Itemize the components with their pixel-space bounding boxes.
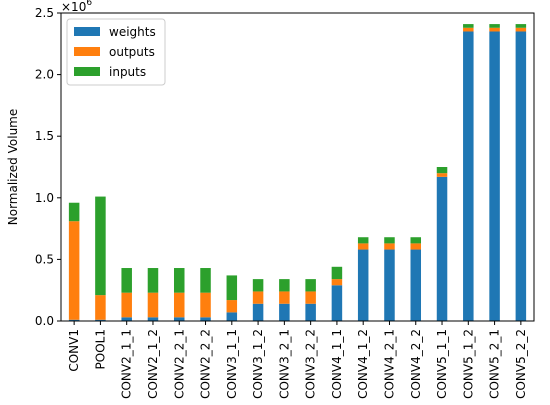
bar-inputs-CONV5_1_2 (463, 24, 474, 28)
legend-swatch-weights (74, 27, 100, 36)
x-tick-label: CONV1 (67, 329, 81, 372)
bar-weights-CONV5_2_1 (489, 31, 500, 321)
y-tick-label: 2.5 (35, 6, 54, 20)
x-tick-label: CONV3_2_2 (304, 329, 318, 399)
bar-outputs-CONV4_1_2 (357, 243, 369, 250)
bar-inputs-CONV2_1_2 (147, 268, 159, 293)
bar-outputs-CONV3_1_2 (252, 291, 264, 304)
x-tick-label: CONV4_1_1 (330, 329, 344, 399)
legend: weights outputs inputs (66, 18, 166, 86)
bar-weights-CONV5_2_2 (515, 31, 527, 321)
bar-inputs-CONV2_2_1 (173, 268, 185, 293)
bar-inputs-CONV4_1_1 (331, 266, 343, 280)
legend-label-weights: weights (109, 25, 156, 39)
bar-inputs-CONV2_2_2 (200, 268, 211, 293)
y-axis-label: Normalized Volume (6, 109, 20, 226)
legend-label-inputs: inputs (109, 65, 146, 79)
bars-layer (68, 24, 527, 321)
x-tick-label: CONV5_2_1 (488, 329, 502, 399)
x-tick-label: CONV5_1_1 (435, 329, 449, 399)
bar-weights-CONV2_2_2 (200, 317, 211, 321)
bar-outputs-CONV3_1_1 (226, 300, 238, 313)
y-multiplier-exponent: 6 (86, 0, 92, 8)
x-tick-label: CONV2_1_2 (146, 329, 160, 399)
bar-weights-CONV2_1_1 (121, 317, 132, 321)
bar-outputs-CONV5_2_2 (515, 27, 527, 32)
bar-weights-CONV4_1_1 (331, 285, 343, 321)
bar-inputs-CONV1 (68, 202, 80, 222)
legend-label-outputs: outputs (109, 45, 155, 59)
bar-outputs-CONV1 (68, 221, 80, 320)
bar-outputs-CONV5_2_1 (489, 27, 500, 32)
x-tick-label: CONV2_2_2 (199, 329, 213, 399)
bar-outputs-CONV2_1_2 (147, 292, 159, 318)
x-tick-label: CONV2_1_1 (120, 329, 134, 399)
plot-frame (60, 12, 535, 322)
bar-inputs-CONV3_1_2 (252, 279, 264, 292)
bar-weights-CONV1 (68, 319, 80, 321)
x-tick-label: CONV4_2_2 (409, 329, 423, 399)
bar-inputs-CONV4_2_2 (410, 237, 422, 244)
y-tick-label: 1.0 (35, 191, 54, 205)
x-tick-label: CONV5_2_2 (514, 329, 528, 399)
bar-weights-CONV5_1_1 (436, 176, 448, 321)
y-multiplier-base: ×10 (61, 0, 86, 14)
bar-weights-CONV3_2_1 (279, 303, 290, 321)
bar-weights-CONV4_2_1 (384, 249, 395, 321)
bar-inputs-POOL1 (95, 196, 106, 296)
bar-inputs-CONV2_1_1 (121, 268, 132, 293)
x-tick-label: CONV3_1_1 (225, 329, 239, 399)
bar-outputs-CONV3_2_2 (305, 291, 316, 304)
x-tick-label: CONV5_1_2 (461, 329, 475, 399)
x-tick-label: CONV4_1_2 (356, 329, 370, 399)
bar-outputs-CONV5_1_2 (463, 27, 474, 32)
bar-outputs-CONV4_2_1 (384, 243, 395, 250)
x-tick-label: CONV4_2_1 (382, 329, 396, 399)
y-axis: 0.0 0.5 1.0 1.5 2.0 2.5 (35, 6, 61, 328)
y-tick-label: 0.0 (35, 314, 54, 328)
y-tick-label: 1.5 (35, 129, 54, 143)
legend-swatch-inputs (74, 67, 100, 76)
bar-outputs-CONV2_2_1 (173, 292, 185, 318)
bar-inputs-CONV3_2_2 (305, 279, 316, 292)
bar-outputs-POOL1 (95, 295, 106, 320)
bar-weights-POOL1 (95, 319, 106, 321)
bar-outputs-CONV3_2_1 (279, 291, 290, 304)
bar-weights-CONV4_2_2 (410, 249, 422, 321)
bar-inputs-CONV5_1_1 (436, 167, 448, 174)
bar-weights-CONV3_1_2 (252, 303, 264, 321)
bar-inputs-CONV3_2_1 (279, 279, 290, 292)
x-axis: CONV1 POOL1 CONV2_1_1 CONV2_1_2 CONV2_2_1 CON… (67, 321, 528, 399)
bar-inputs-CONV4_2_1 (384, 237, 395, 244)
bar-inputs-CONV5_2_1 (489, 24, 500, 28)
x-tick-label: CONV3_2_1 (277, 329, 291, 399)
bar-weights-CONV2_2_1 (173, 317, 185, 321)
bar-outputs-CONV5_1_1 (436, 173, 448, 177)
bar-weights-CONV5_1_2 (463, 31, 474, 321)
x-tick-label: CONV2_2_1 (172, 329, 186, 399)
bar-inputs-CONV5_2_2 (515, 24, 527, 28)
bar-inputs-CONV4_1_2 (357, 237, 369, 244)
bar-weights-CONV2_1_2 (147, 317, 159, 321)
bar-outputs-CONV2_2_2 (200, 292, 211, 318)
bar-weights-CONV4_1_2 (357, 249, 369, 321)
bar-outputs-CONV4_2_2 (410, 243, 422, 250)
legend-swatch-outputs (74, 47, 100, 56)
x-tick-label: CONV3_1_2 (251, 329, 265, 399)
x-tick-label: POOL1 (93, 329, 107, 369)
bar-outputs-CONV4_1_1 (331, 279, 343, 286)
y-tick-label: 0.5 (35, 252, 54, 266)
bar-outputs-CONV2_1_1 (121, 292, 132, 318)
y-tick-label: 2.0 (35, 68, 54, 82)
bar-weights-CONV3_2_2 (305, 303, 316, 321)
bar-weights-CONV3_1_1 (226, 312, 238, 321)
bar-inputs-CONV3_1_1 (226, 275, 238, 301)
y-multiplier-label: ×106 (61, 0, 92, 14)
